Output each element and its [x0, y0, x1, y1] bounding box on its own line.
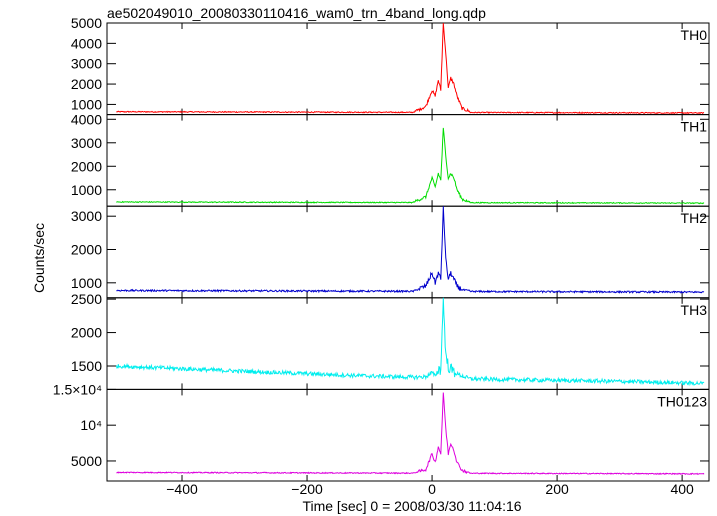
y-tick-label: 1000 — [71, 182, 102, 198]
panel-frame — [106, 205, 710, 299]
series-line-th0 — [116, 22, 705, 115]
panel-frame — [106, 114, 710, 207]
y-tick-label: 3000 — [71, 135, 102, 151]
panel-th0: 1000 2000 3000 4000 5000 TH0 — [71, 15, 710, 116]
x-axis-label: Time [sec] 0 = 2008/03/30 11:04:16 — [302, 498, 521, 514]
series-line-th1 — [116, 127, 705, 205]
y-tick-label: 3000 — [71, 208, 102, 224]
y-tick-label: 2000 — [71, 76, 102, 92]
panel-name: TH0123 — [657, 393, 707, 409]
panel-th3: 1500 2000 2500 TH3 — [71, 291, 710, 390]
series-line-th0123 — [116, 392, 705, 476]
y-tick-label: 2000 — [71, 325, 102, 341]
x-axis: −400 −200 0 200 400 — [166, 481, 694, 497]
x-tick-label: 0 — [428, 481, 436, 497]
panels-group: 1000 2000 3000 4000 5000 TH0 1000 2000 3000 4000 T… — [53, 15, 710, 482]
y-axis-label: Counts/sec — [31, 223, 47, 293]
y-tick-label: 2000 — [71, 158, 102, 174]
panel-name: TH2 — [681, 210, 708, 226]
series-line-th2 — [116, 206, 705, 294]
series-line-th3 — [115, 297, 705, 387]
y-tick-label: 2500 — [71, 291, 102, 307]
panel-th0123: 5000 10⁴ 1.5×10⁴ TH0123 — [53, 381, 710, 482]
y-tick-label: 3000 — [71, 56, 102, 72]
y-tick-label: 1000 — [71, 275, 102, 291]
y-tick-label: 10⁴ — [80, 417, 102, 433]
x-tick-label: −400 — [166, 481, 198, 497]
y-tick-label: 2000 — [71, 242, 102, 258]
y-tick-label: 1000 — [71, 96, 102, 112]
y-tick-label: 5000 — [71, 453, 102, 469]
x-tick-label: −200 — [291, 481, 323, 497]
panel-name: TH0 — [681, 27, 708, 43]
panel-th1: 1000 2000 3000 4000 TH1 — [71, 111, 710, 207]
x-tick-label: 200 — [545, 481, 569, 497]
panel-frame — [106, 388, 710, 482]
x-tick-label: 400 — [670, 481, 694, 497]
y-tick-label: 1.5×10⁴ — [53, 381, 102, 397]
y-tick-label: 1500 — [71, 358, 102, 374]
y-tick-label: 4000 — [71, 111, 102, 127]
chart-title: ae502049010_20080330110416_wam0_trn_4ban… — [107, 5, 486, 21]
panel-name: TH1 — [681, 119, 708, 135]
y-tick-label: 4000 — [71, 35, 102, 51]
panel-name: TH3 — [681, 302, 708, 318]
panel-frame — [106, 22, 710, 116]
panel-th2: 1000 2000 3000 TH2 — [71, 205, 710, 299]
y-tick-label: 5000 — [71, 15, 102, 31]
